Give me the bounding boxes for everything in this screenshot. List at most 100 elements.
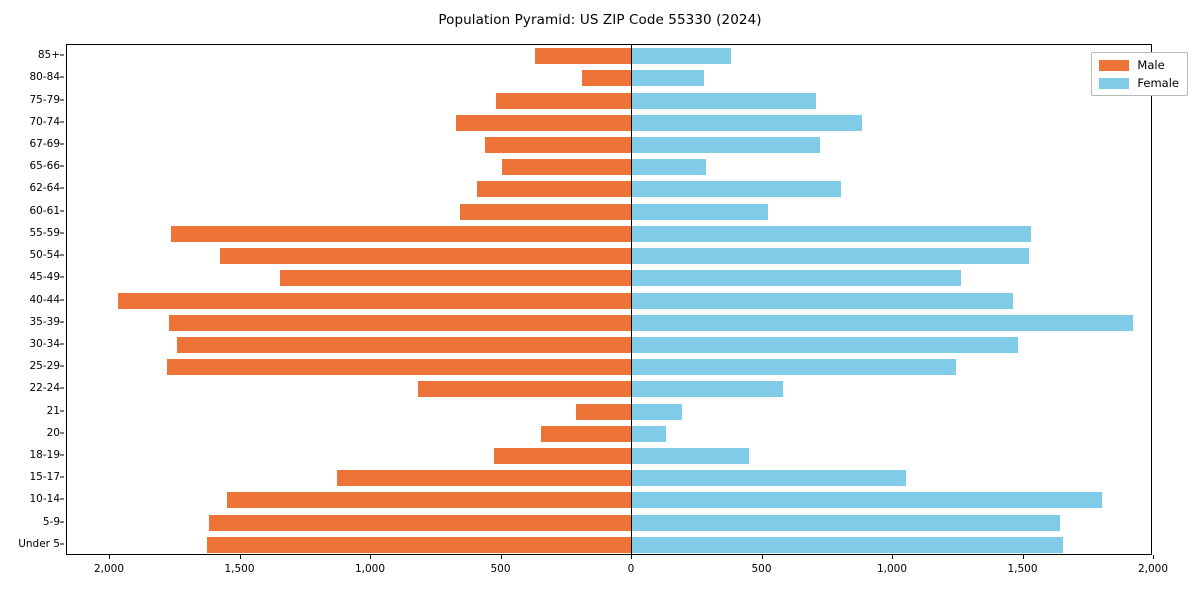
y-axis-tick <box>60 454 64 456</box>
x-axis-label: 0 <box>627 563 635 575</box>
y-axis-label: 40-44 <box>29 293 60 306</box>
y-axis-label: 75-79 <box>29 93 60 106</box>
bar-female <box>632 403 682 420</box>
x-axis-label: 1,000 <box>354 563 386 575</box>
bar-male <box>171 225 632 242</box>
legend: Male Female <box>1091 52 1188 96</box>
x-axis-tick <box>1153 555 1154 559</box>
bar-female <box>632 114 862 131</box>
bar-female <box>632 514 1061 531</box>
y-axis-tick <box>60 321 64 323</box>
y-axis-tick <box>60 521 64 523</box>
y-axis-tick <box>60 143 64 145</box>
bar-female <box>632 359 956 376</box>
legend-swatch-male-icon <box>1099 59 1130 71</box>
bar-female <box>632 248 1029 265</box>
x-axis-tick <box>1022 555 1024 559</box>
y-axis-tick <box>60 210 64 212</box>
bar-female <box>632 159 707 176</box>
bar-female <box>632 448 750 465</box>
y-axis-tick <box>60 410 64 412</box>
bar-female <box>632 470 907 487</box>
x-axis-tick <box>892 555 893 559</box>
x-axis-label: 1,500 <box>224 563 255 575</box>
bar-female <box>632 48 732 65</box>
bar-female <box>632 314 1134 331</box>
x-axis-label: 2,000 <box>93 563 125 575</box>
y-axis-label: 30-34 <box>29 337 60 350</box>
y-axis-label: 22-24 <box>29 382 60 395</box>
x-axis-tick <box>239 555 241 559</box>
y-axis-tick <box>60 187 64 189</box>
plot-inner <box>67 45 1151 554</box>
legend-label-male: Male <box>1137 58 1165 72</box>
bar-male <box>484 136 632 153</box>
bar-male <box>535 48 632 65</box>
y-axis-label: 35-39 <box>29 315 60 328</box>
bar-male <box>117 292 632 309</box>
y-axis-tick <box>60 343 64 345</box>
x-axis-label: 2,000 <box>1137 563 1169 575</box>
y-axis: Under 5 5-9 10-14 15-17 18-19 20 21 22-24 25-29 3… <box>0 44 64 555</box>
bar-female <box>632 136 820 153</box>
y-axis-tick <box>60 54 64 56</box>
bar-female <box>632 536 1063 553</box>
x-axis-tick <box>631 555 632 559</box>
bar-male <box>176 336 632 353</box>
y-axis-label: 80-84 <box>29 71 60 84</box>
bar-male <box>459 203 632 220</box>
bar-female <box>632 92 816 109</box>
x-axis-tick <box>761 555 763 559</box>
y-axis-tick <box>60 99 64 101</box>
bar-male <box>219 248 632 265</box>
y-axis-tick <box>60 498 64 500</box>
bar-male <box>167 359 632 376</box>
legend-item-male: Male <box>1099 58 1179 72</box>
y-axis-tick <box>60 387 64 389</box>
y-axis-label: 70-74 <box>29 115 60 128</box>
bar-female <box>632 225 1032 242</box>
x-axis-label: 1,000 <box>876 563 908 575</box>
bar-female <box>632 425 666 442</box>
bar-female <box>632 292 1014 309</box>
plot-area <box>66 44 1152 555</box>
x-axis-label: 500 <box>751 563 772 575</box>
y-axis-label: 5-9 <box>42 515 60 528</box>
bar-male <box>206 536 632 553</box>
y-axis-tick <box>60 232 64 234</box>
bar-male <box>337 470 632 487</box>
y-axis-label: 50-54 <box>29 249 60 262</box>
bar-male <box>209 514 632 531</box>
x-axis-tick <box>500 555 502 559</box>
bar-female <box>632 270 961 287</box>
zero-axis-line <box>631 45 633 554</box>
bar-female <box>632 181 841 198</box>
y-axis-label: 62-64 <box>29 182 60 195</box>
bar-male <box>575 403 632 420</box>
y-axis-tick <box>60 165 64 167</box>
y-axis-tick <box>60 299 64 300</box>
y-axis-label: 55-59 <box>29 226 60 239</box>
legend-label-female: Female <box>1137 76 1179 90</box>
bar-male <box>455 114 632 131</box>
y-axis-label: 15-17 <box>29 471 60 484</box>
y-axis-tick <box>60 121 64 123</box>
y-axis-tick <box>60 432 64 434</box>
bar-male <box>417 381 632 398</box>
y-axis-label: 20 <box>46 426 60 439</box>
y-axis-label: 45-49 <box>29 271 60 284</box>
y-axis-label: 60-61 <box>29 204 60 217</box>
y-axis-tick <box>60 365 64 367</box>
y-axis-label: 25-29 <box>29 360 60 373</box>
chart-title: Population Pyramid: US ZIP Code 55330 (2… <box>438 12 762 28</box>
bar-male <box>476 181 632 198</box>
bar-female <box>632 381 784 398</box>
y-axis-tick <box>60 543 64 545</box>
bar-male <box>540 425 632 442</box>
x-axis-tick <box>109 555 110 559</box>
y-axis-label: Under 5 <box>18 537 60 550</box>
y-axis-label: 18-19 <box>29 449 60 462</box>
y-axis-label: 10-14 <box>29 493 60 506</box>
x-axis-tick <box>370 555 371 559</box>
